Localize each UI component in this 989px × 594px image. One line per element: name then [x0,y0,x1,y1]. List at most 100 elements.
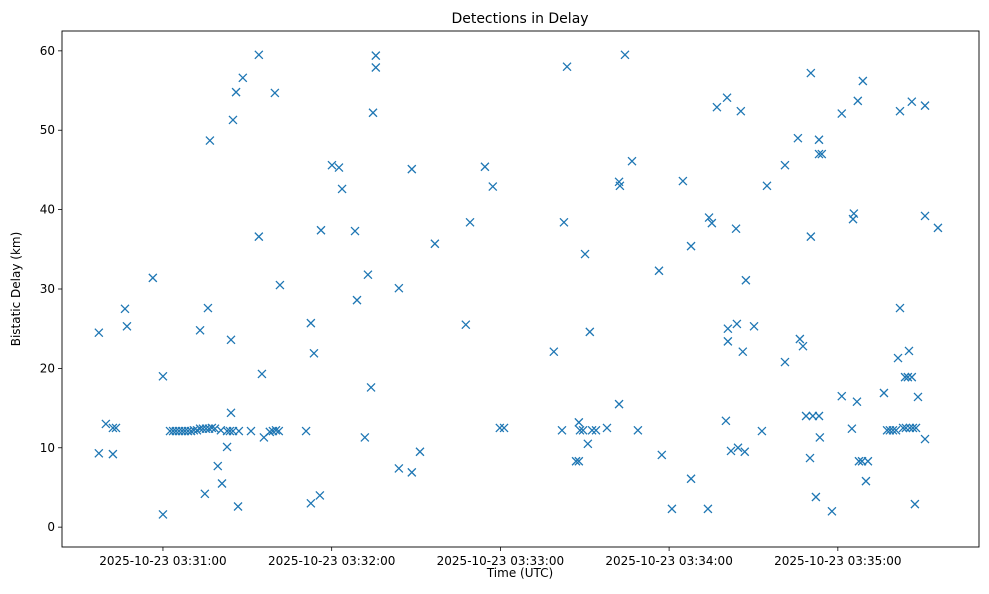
data-point-x-marker [895,106,905,116]
data-point-x-marker [231,87,241,97]
data-point-x-marker [306,498,316,508]
data-point-x-marker [847,424,857,434]
data-point-x-marker [849,209,859,219]
data-point-x-marker [780,357,790,367]
data-point-x-marker [203,303,213,313]
data-point-x-marker [461,320,471,330]
data-point-x-marker [858,76,868,86]
data-point-x-marker [901,423,911,433]
y-axis: 0 10 20 30 40 50 60 [40,44,62,534]
chart-title: Detections in Delay [451,11,588,27]
data-point-x-marker [430,239,440,249]
data-point-x-marker [852,397,862,407]
data-point-x-marker [891,425,901,435]
data-point-x-marker [888,425,898,435]
data-point-x-marker [122,321,132,331]
data-point-x-marker [879,388,889,398]
data-point-x-marker [726,446,736,456]
data-point-x-marker [712,102,722,112]
data-point-x-marker [274,426,284,436]
data-point-x-marker [195,325,205,335]
data-point-x-marker [707,218,717,228]
data-point-x-marker [217,479,227,488]
data-point-x-marker [207,423,217,433]
data-point-x-marker [495,423,505,433]
data-point-x-marker [686,241,696,251]
data-point-x-marker [254,50,264,60]
data-point-x-marker [731,224,741,234]
data-point-x-marker [741,275,751,285]
data-point-x-marker [732,319,742,329]
data-point-x-marker [415,447,425,457]
data-point-x-marker [657,450,667,460]
data-point-x-marker [678,176,688,186]
data-point-x-marker [158,371,168,381]
data-point-x-marker [301,426,311,436]
data-point-x-marker [337,184,347,194]
data-point-x-marker [213,461,223,471]
data-point-x-marker [920,101,930,111]
data-point-x-marker [723,336,733,346]
data-point-x-marker [654,266,664,276]
data-point-x-marker [562,62,572,72]
data-point-x-marker [200,489,210,499]
data-point-x-marker [233,502,243,511]
data-point-x-marker [723,324,733,334]
data-points [94,50,943,519]
data-point-x-marker [148,273,158,283]
data-point-x-marker [574,456,584,466]
data-point-x-marker [366,382,376,392]
data-point-x-marker [111,423,121,433]
data-point-x-marker [920,211,930,221]
data-point-x-marker [120,304,130,314]
data-point-x-marker [575,425,585,435]
x-tick-label: 2025-10-23 03:32:00 [268,554,395,568]
data-point-x-marker [602,423,612,433]
y-axis-label: Bistatic Delay (km) [9,232,23,347]
data-point-x-marker [740,447,750,457]
data-point-x-marker [246,426,256,436]
x-axis: 2025-10-23 03:31:00 2025-10-23 03:32:00 20… [99,547,902,568]
data-point-x-marker [837,391,847,401]
y-tick-label: 30 [40,282,55,296]
x-axis-label: Time (UTC) [486,566,553,580]
data-point-x-marker [900,372,910,382]
data-point-x-marker [736,106,746,116]
data-point-x-marker [920,434,930,444]
data-point-x-marker [559,217,569,227]
data-point-x-marker [591,425,601,435]
data-point-x-marker [94,328,104,338]
data-point-x-marker [549,347,559,357]
data-point-x-marker [499,423,509,433]
data-point-x-marker [907,97,917,107]
data-point-x-marker [722,93,732,103]
data-point-x-marker [898,423,908,433]
data-point-x-marker [480,162,490,172]
data-point-x-marker [762,181,772,191]
data-point-x-marker [350,226,360,236]
data-point-x-marker [407,164,417,174]
data-point-x-marker [257,369,267,379]
data-point-x-marker [757,426,767,436]
x-tick-label: 2025-10-23 03:33:00 [437,554,564,568]
data-point-x-marker [798,341,808,351]
data-point-x-marker [580,249,590,259]
data-point-x-marker [907,372,917,382]
data-point-x-marker [904,346,914,356]
data-point-x-marker [94,448,104,458]
y-tick-label: 10 [40,441,55,455]
data-point-x-marker [352,295,362,305]
data-point-x-marker [805,453,815,463]
data-point-x-marker [205,136,215,146]
data-point-x-marker [270,88,280,98]
data-point-x-marker [557,425,567,435]
data-point-x-marker [574,417,584,427]
data-point-x-marker [465,217,475,227]
plot-area [61,30,980,548]
data-point-x-marker [254,232,264,242]
data-point-x-marker [108,449,118,459]
data-point-x-marker [806,68,816,78]
data-point-x-marker [585,327,595,337]
data-point-x-marker [811,492,821,502]
data-point-x-marker [686,474,696,484]
